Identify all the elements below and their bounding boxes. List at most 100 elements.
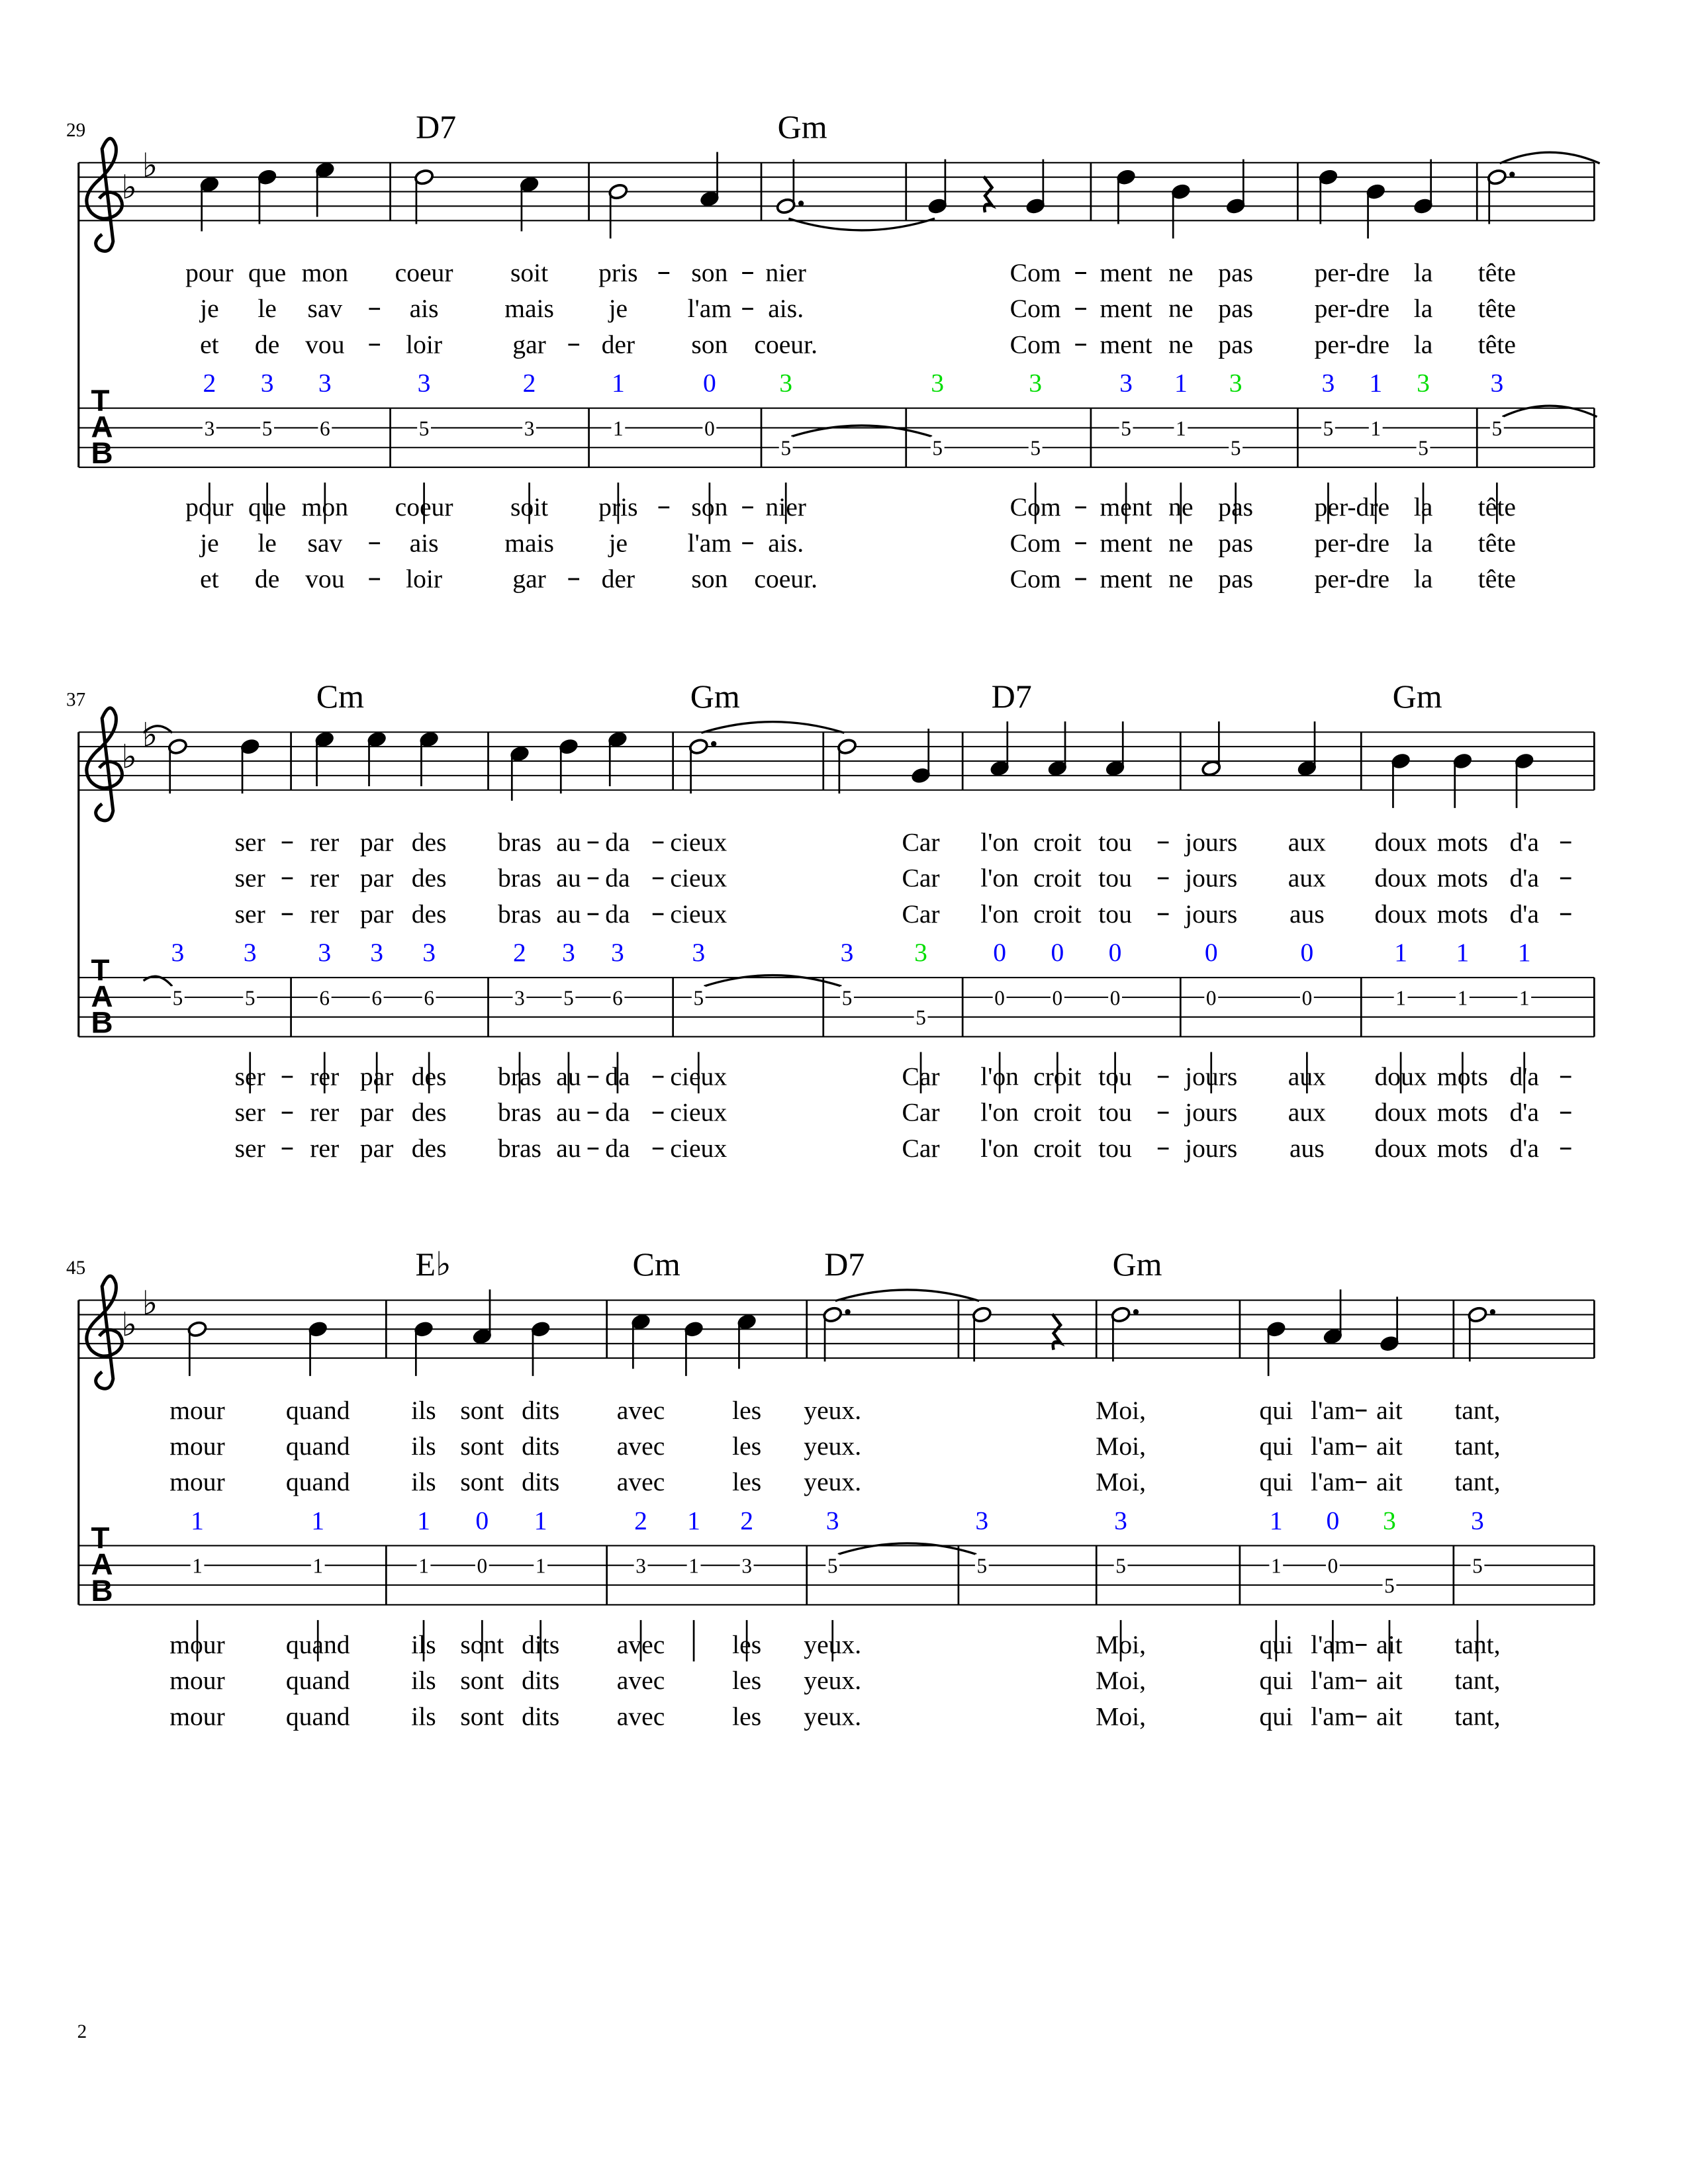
lyric-syllable: aux xyxy=(1288,1098,1326,1127)
lyric-syllable: per-dre xyxy=(1315,528,1389,557)
lyric-syllable: mais xyxy=(504,294,554,323)
tab-fret-number: 5 xyxy=(693,986,704,1009)
fingering-number: 1 xyxy=(1394,938,1407,967)
lyric-syllable: mour xyxy=(169,1432,225,1461)
lyric-syllable: la xyxy=(1414,330,1433,359)
flat-icon: ♭ xyxy=(142,717,158,754)
lyric-syllable: mots xyxy=(1437,1134,1488,1163)
tab-number-bg xyxy=(739,1554,754,1576)
lyric-syllable: je xyxy=(199,294,219,323)
lyric-syllable: ait xyxy=(1376,1432,1403,1461)
lyric-syllable: yeux. xyxy=(804,1702,861,1731)
tab-number-bg xyxy=(974,1554,989,1576)
fingering-number: 3 xyxy=(1322,369,1335,398)
tab-clef-letter: T xyxy=(91,1522,110,1555)
tab-fret-number: 5 xyxy=(1472,1555,1483,1578)
tab-fret-number: 5 xyxy=(1418,437,1429,460)
tab-number-bg xyxy=(914,1006,928,1028)
chord-symbol: Cm xyxy=(633,1246,680,1283)
lyric-syllable: sav xyxy=(307,528,342,557)
fingering-number: 1 xyxy=(417,1506,430,1535)
lyric-syllable: mour xyxy=(169,1630,225,1659)
lyric-syllable: croit xyxy=(1033,899,1082,929)
lyric-syllable: mour xyxy=(169,1396,225,1425)
tab-number-bg xyxy=(318,416,332,439)
fingering-number: 0 xyxy=(993,938,1006,967)
fingering-number: 3 xyxy=(370,938,383,967)
note-dot xyxy=(1133,1309,1139,1315)
lyric-syllable: cieux xyxy=(670,1098,727,1127)
lyric-syllable: jours xyxy=(1184,827,1237,856)
lyric-syllable: quand xyxy=(286,1702,350,1731)
lyric-syllable: rer xyxy=(310,827,339,856)
tab-fret-number: 5 xyxy=(780,437,791,460)
lyric-syllable: avec xyxy=(617,1396,665,1425)
lyric-syllable: sont xyxy=(460,1702,504,1731)
tab-fret-number: 5 xyxy=(563,986,574,1009)
tab-tie xyxy=(704,974,842,987)
lyric-syllable: bras xyxy=(498,1062,541,1091)
lyric-syllable: pour xyxy=(185,258,234,287)
lyric-syllable: nier xyxy=(765,258,806,287)
lyric-syllable: qui xyxy=(1260,1396,1293,1425)
fingering-number: 3 xyxy=(261,369,274,398)
lyric-syllable: quand xyxy=(286,1432,350,1461)
lyric-syllable: bras xyxy=(498,827,541,856)
note-dot xyxy=(798,201,804,206)
tab-fret-number: 1 xyxy=(418,1555,429,1578)
tie xyxy=(835,1289,980,1302)
tab-fret-number: 3 xyxy=(514,986,525,1009)
tab-number-bg xyxy=(561,986,576,1009)
lyric-syllable: l'on xyxy=(980,864,1019,893)
tab-fret-number: 5 xyxy=(842,986,853,1009)
tab-number-bg xyxy=(1470,1554,1485,1576)
lyric-syllable: Com xyxy=(1010,294,1061,323)
tab-number-bg xyxy=(522,416,536,439)
lyric-syllable: je xyxy=(199,528,219,557)
lyric-syllable: coeur. xyxy=(754,330,818,359)
tab-fret-number: 5 xyxy=(245,986,256,1009)
tab-number-bg xyxy=(202,416,216,439)
lyric-syllable: ne xyxy=(1168,528,1193,557)
lyric-syllable: quand xyxy=(286,1630,350,1659)
tab-number-bg xyxy=(1368,416,1383,439)
lyric-syllable: des xyxy=(412,864,447,893)
lyric-syllable: bras xyxy=(498,1134,541,1163)
lyric-syllable: tête xyxy=(1478,492,1516,522)
lyric-syllable: l'on xyxy=(980,899,1019,929)
fingering-number: 3 xyxy=(244,938,257,967)
lyric-syllable: Com xyxy=(1010,528,1061,557)
lyric-syllable: ment xyxy=(1100,492,1152,522)
fingering-number: 3 xyxy=(1417,369,1430,398)
lyric-syllable: ils xyxy=(411,1630,436,1659)
measure-number: 37 xyxy=(66,690,85,711)
tab-number-bg xyxy=(1382,1574,1397,1596)
tab-fret-number: 1 xyxy=(192,1555,203,1578)
lyric-syllable: par xyxy=(360,1098,394,1127)
lyric-syllable: tant, xyxy=(1454,1666,1500,1695)
tab-clef-letter: B xyxy=(91,436,113,470)
tab-fret-number: 1 xyxy=(1519,986,1530,1009)
lyric-syllable: pas xyxy=(1218,528,1253,557)
lyric-syllable: ait xyxy=(1376,1630,1403,1659)
lyric-syllable: yeux. xyxy=(804,1666,861,1695)
chord-symbol: Gm xyxy=(1113,1246,1162,1283)
lyric-syllable: da xyxy=(605,1062,630,1091)
flat-icon: ♭ xyxy=(121,169,137,206)
lyric-syllable: des xyxy=(412,1134,447,1163)
lyric-syllable: per-dre xyxy=(1315,258,1389,287)
lyric-syllable: mais xyxy=(504,528,554,557)
lyric-syllable: qui xyxy=(1260,1666,1293,1695)
lyric-syllable: qui xyxy=(1260,1432,1293,1461)
lyric-syllable: l'am xyxy=(1311,1396,1355,1425)
lyric-syllable: tant, xyxy=(1454,1630,1500,1659)
lyric-syllable: ils xyxy=(411,1702,436,1731)
lyric-syllable: pris xyxy=(598,492,637,522)
lyric-syllable: l'am xyxy=(688,294,732,323)
fingering-number: 0 xyxy=(1326,1506,1339,1535)
lyric-syllable: pas xyxy=(1218,258,1253,287)
lyric-syllable: la xyxy=(1414,492,1433,522)
tie xyxy=(1499,151,1601,165)
lyric-syllable: rer xyxy=(310,899,339,929)
lyric-syllable: son xyxy=(691,492,727,522)
